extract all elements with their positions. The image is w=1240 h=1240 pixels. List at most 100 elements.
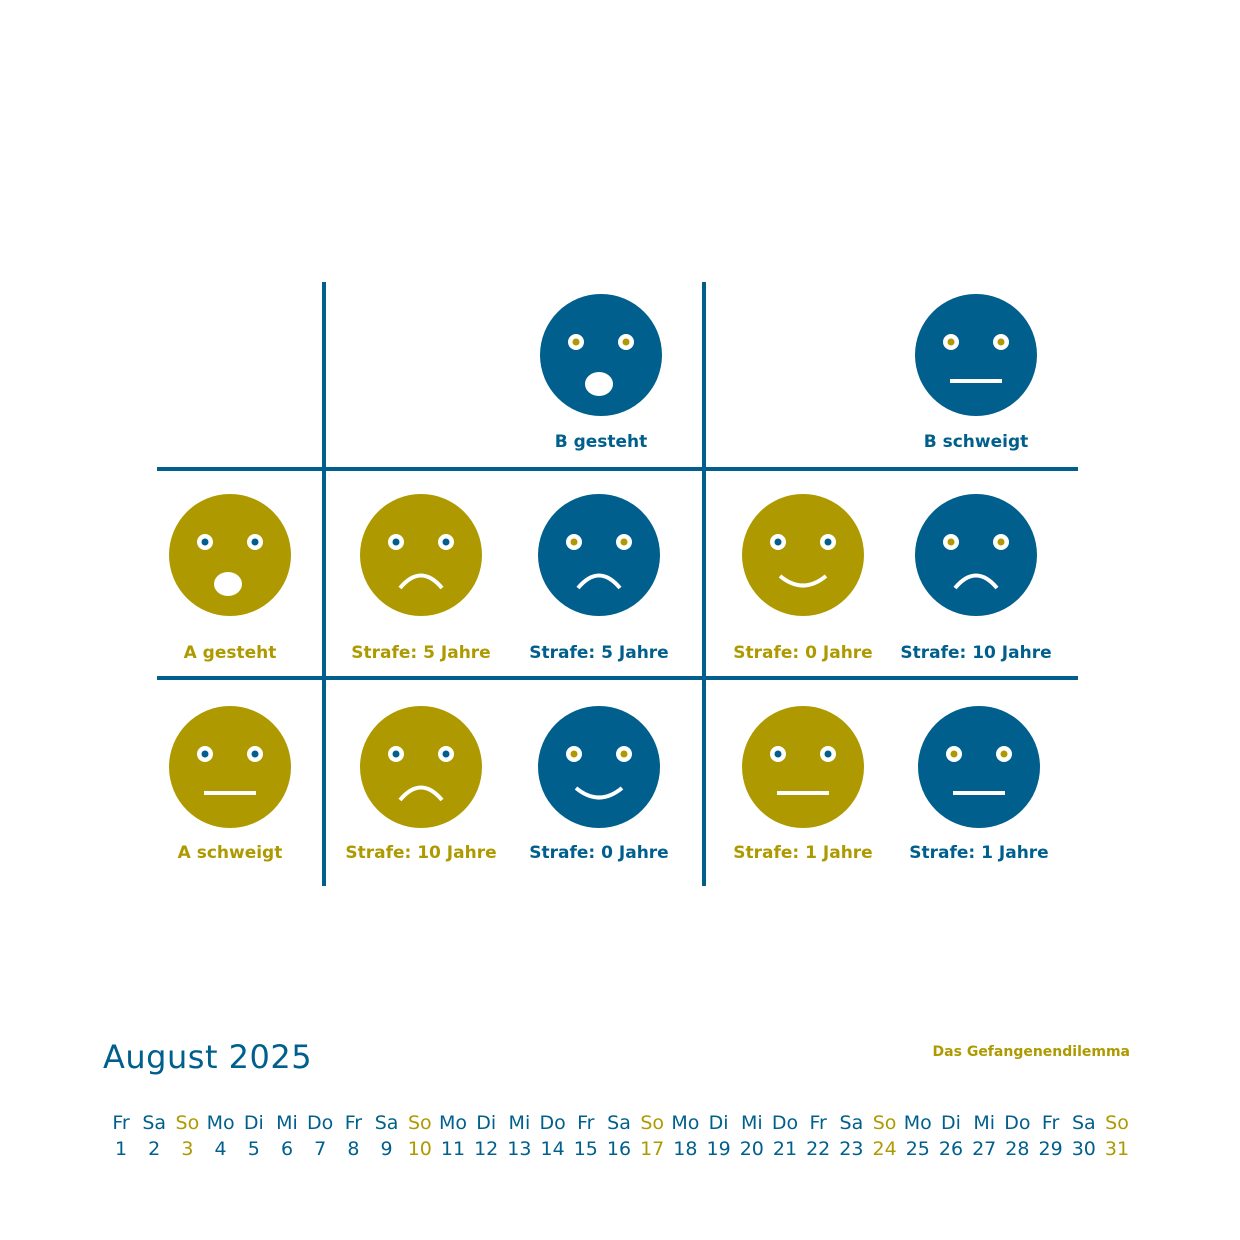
date-number: 19 [706, 1138, 731, 1160]
date-number: 7 [314, 1138, 327, 1160]
date-number: 6 [280, 1138, 294, 1160]
weekday-label: Sa [1071, 1112, 1096, 1134]
calendar-day: Fr 22 [798, 1110, 838, 1162]
calendar-day: Sa 2 [134, 1110, 174, 1162]
prisoners-dilemma-matrix: B gesteht B schweigt A gesteht A schweigt St… [157, 282, 1078, 886]
matrix-grid [157, 282, 1078, 886]
date-number: 26 [938, 1138, 964, 1160]
date-number: 9 [380, 1138, 393, 1160]
calendar-day: Fr 15 [566, 1110, 606, 1162]
date-number: 3 [181, 1138, 194, 1160]
date-number: 25 [905, 1138, 930, 1160]
weekday-label: Mi [508, 1112, 531, 1134]
weekday-label: Do [539, 1112, 566, 1134]
date-number: 31 [1104, 1138, 1130, 1160]
date-number: 20 [739, 1138, 764, 1160]
cell-r1c2a-label: Strafe: 0 Jahre [733, 643, 872, 663]
date-number: 16 [606, 1138, 632, 1160]
cell-r1c1a-label: Strafe: 5 Jahre [351, 643, 490, 663]
weekday-label: Di [243, 1112, 264, 1134]
cell-r1c1b: Strafe: 5 Jahre [529, 494, 669, 663]
calendar-day: Mi 13 [499, 1110, 539, 1162]
weekday-label: So [640, 1112, 665, 1134]
cell-r1c2a: Strafe: 0 Jahre [733, 494, 873, 663]
calendar-strip: Fr 1 Sa 2 So 3 Mo 4 Di 5 Mi 6 Do 7 Fr 8 Sa 9 So 10 Mo 11 Di 12 M… [0, 1110, 1240, 1170]
calendar-day: Fr 29 [1031, 1110, 1071, 1162]
date-number: 4 [214, 1138, 227, 1160]
cell-r2c2a-label: Strafe: 1 Jahre [733, 843, 872, 863]
calendar-day: Di 19 [699, 1110, 739, 1162]
date-number: 23 [839, 1138, 864, 1160]
topic-title: Das Gefangenendilemma [932, 1044, 1130, 1060]
calendar-day: Fr 1 [101, 1110, 141, 1162]
header-b-gesteht: B gesteht [540, 294, 662, 452]
date-number: 1 [114, 1138, 128, 1160]
calendar-day: Sa 23 [831, 1110, 871, 1162]
face-sad-icon [360, 706, 482, 828]
weekday-label: Fr [1041, 1112, 1060, 1134]
face-sad-icon [915, 494, 1037, 616]
calendar-day: Sa 9 [367, 1110, 407, 1162]
cell-r2c1a: Strafe: 10 Jahre [345, 706, 497, 863]
calendar-day: Mo 25 [898, 1110, 938, 1162]
face-shocked-icon [169, 494, 291, 616]
weekday-label: Sa [839, 1112, 864, 1134]
calendar-day: Mi 20 [732, 1110, 772, 1162]
calendar-day: Di 26 [931, 1110, 971, 1162]
weekday-label: So [175, 1112, 200, 1134]
calendar-day: So 17 [632, 1110, 672, 1162]
weekday-label: Di [941, 1112, 961, 1134]
date-number: 27 [972, 1138, 997, 1160]
weekday-label: Sa [374, 1112, 399, 1134]
date-number: 8 [347, 1138, 360, 1160]
date-number: 28 [1005, 1138, 1030, 1160]
header-a-schweigt-label: A schweigt [178, 843, 283, 863]
date-number: 29 [1038, 1138, 1063, 1160]
header-a-gesteht-label: A gesteht [184, 643, 277, 663]
weekday-label: Fr [112, 1112, 130, 1134]
weekday-label: Mi [740, 1112, 763, 1134]
date-number: 30 [1071, 1138, 1096, 1160]
weekday-label: Do [307, 1112, 334, 1134]
calendar-day: So 10 [400, 1110, 440, 1162]
weekday-label: Mo [671, 1112, 700, 1134]
calendar-day: Di 12 [466, 1110, 506, 1162]
cell-r2c2a: Strafe: 1 Jahre [733, 706, 873, 863]
cell-r2c1b: Strafe: 0 Jahre [529, 706, 669, 863]
header-b-schweigt-label: B schweigt [924, 432, 1029, 452]
date-number: 17 [640, 1138, 665, 1160]
matrix-faces: B gesteht B schweigt A gesteht A schweigt St… [169, 294, 1052, 863]
weekday-label: Di [708, 1112, 729, 1134]
face-happy-icon [538, 706, 660, 828]
date-number: 5 [247, 1138, 260, 1160]
date-number: 21 [772, 1138, 798, 1160]
face-sad-icon [538, 494, 660, 616]
calendar-day: So 3 [167, 1110, 207, 1162]
weekday-label: Fr [809, 1112, 827, 1134]
calendar-day: Do 28 [997, 1110, 1037, 1162]
calendar-day: Di 5 [234, 1110, 274, 1162]
weekday-label: Do [771, 1112, 799, 1134]
calendar-day: So 31 [1097, 1110, 1137, 1162]
calendar-day: Do 14 [533, 1110, 573, 1162]
calendar-day: Do 21 [765, 1110, 805, 1162]
weekday-label: Fr [344, 1112, 363, 1134]
calendar-day: Mo 4 [201, 1110, 241, 1162]
date-number: 13 [507, 1138, 532, 1160]
date-number: 2 [148, 1138, 161, 1160]
date-number: 22 [806, 1138, 831, 1160]
calendar-day: Mo 11 [433, 1110, 473, 1162]
face-neutral-icon [169, 706, 291, 828]
month-title: August 2025 [103, 1038, 313, 1076]
weekday-label: Fr [577, 1112, 595, 1134]
cell-r1c2b: Strafe: 10 Jahre [900, 494, 1052, 663]
cell-r2c2b: Strafe: 1 Jahre [909, 706, 1049, 863]
face-neutral-icon [918, 706, 1040, 828]
face-neutral-icon [742, 706, 864, 828]
weekday-label: Mi [276, 1112, 298, 1134]
face-sad-icon [360, 494, 482, 616]
date-number: 14 [540, 1138, 565, 1160]
weekday-label: So [1105, 1112, 1129, 1134]
weekday-label: Sa [142, 1112, 167, 1134]
date-number: 15 [573, 1138, 598, 1160]
